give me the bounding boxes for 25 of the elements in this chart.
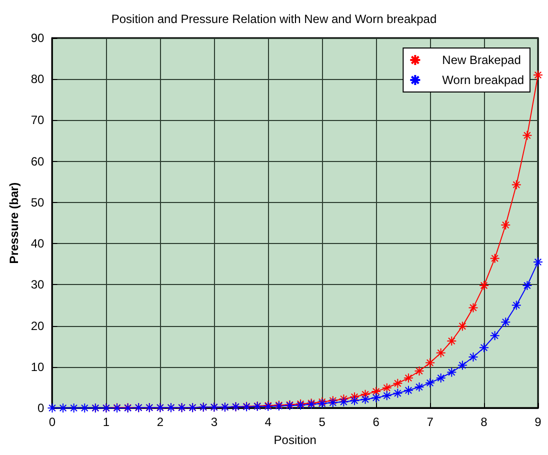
- y-tick-label: 30: [30, 278, 45, 292]
- y-tick-label: 80: [30, 72, 45, 86]
- y-tick-label: 10: [30, 360, 45, 374]
- y-tick-label: 60: [30, 154, 45, 168]
- legend-label: New Brakepad: [442, 53, 521, 67]
- y-tick-label: 50: [30, 195, 45, 210]
- y-tick-label: 40: [30, 236, 45, 251]
- x-tick-label: 7: [426, 415, 434, 429]
- x-tick-label: 8: [480, 415, 488, 429]
- x-tick-label: 3: [210, 415, 218, 429]
- chart-title: Position and Pressure Relation with New and Worn breakpad: [111, 12, 437, 26]
- x-tick-label: 4: [264, 415, 272, 429]
- x-tick-label: 6: [372, 415, 380, 429]
- x-tick-label: 2: [156, 415, 164, 429]
- y-tick-label: 0: [38, 401, 45, 415]
- y-axis-title: Pressure (bar): [7, 182, 21, 264]
- y-tick-label: 90: [30, 31, 45, 45]
- x-tick-label: 1: [102, 415, 110, 429]
- x-tick-label: 0: [48, 415, 56, 429]
- x-tick-label: 5: [318, 415, 326, 429]
- legend-label: Worn breakpad: [442, 73, 524, 87]
- y-tick-label: 20: [30, 318, 45, 333]
- x-axis-title: Position: [274, 433, 316, 447]
- y-tick-label: 70: [30, 113, 45, 128]
- x-tick-label: 9: [534, 415, 542, 429]
